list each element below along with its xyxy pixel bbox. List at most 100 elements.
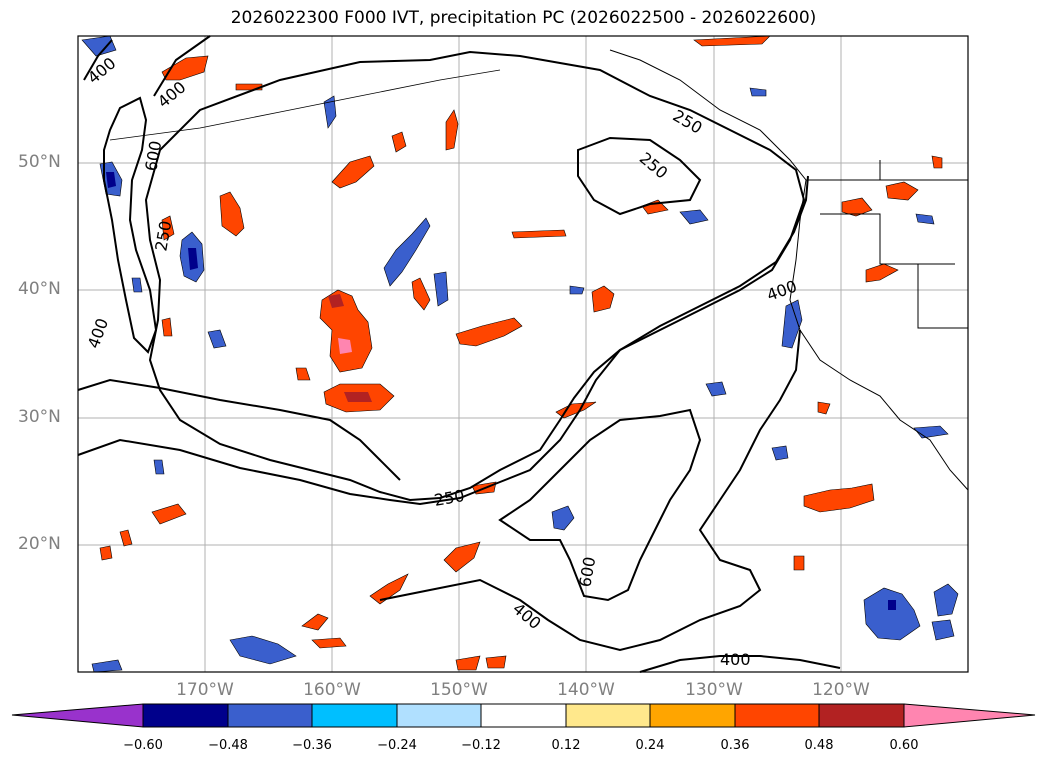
- contour-label: 400: [84, 316, 112, 351]
- contour-label: 400: [764, 276, 799, 304]
- colorbar-tick: −0.36: [292, 738, 332, 753]
- precip-pos-region: [319, 289, 373, 373]
- precip-pos-region: [803, 483, 875, 513]
- ivt-contour-400-se: [639, 655, 841, 673]
- colorbar-segment: [565, 703, 651, 728]
- precip-neg-region: [679, 209, 709, 225]
- precip-neg-region: [229, 635, 297, 665]
- precip-pos-region: [161, 55, 209, 81]
- precip-pos-region: [445, 109, 459, 151]
- colorbar-segment: [818, 703, 905, 728]
- colorbar-tick: −0.12: [461, 738, 501, 753]
- precip-neg-region: [433, 271, 449, 307]
- colorbar-segment: [480, 703, 567, 728]
- contour-label: 400: [509, 599, 545, 633]
- contour-label: 400: [84, 53, 120, 87]
- colorbar-segment: [396, 703, 482, 728]
- lon-label-130w: 130°W: [685, 680, 743, 700]
- ivt-contour-250-central: [144, 50, 806, 502]
- precip-neg-region: [323, 95, 337, 129]
- precip-neg-strong: [888, 600, 896, 610]
- lon-label-120w: 120°W: [812, 680, 870, 700]
- precip-pos-region: [485, 655, 507, 669]
- precip-pos-region: [295, 367, 311, 381]
- precip-pos-region: [411, 277, 431, 311]
- colorbar-extend-high: [903, 703, 1036, 728]
- ivt-contour-400-sw: [77, 378, 401, 481]
- colorbar: [11, 703, 1036, 728]
- precip-pos-region: [885, 181, 919, 201]
- colorbar-tick: 0.24: [635, 738, 665, 753]
- ivt-contour-400-north: [83, 39, 113, 81]
- precip-pos-region: [161, 317, 173, 337]
- precip-pos-region: [931, 155, 943, 169]
- precip-neg-region: [91, 659, 123, 673]
- colorbar-segment: [311, 703, 398, 728]
- ivt-contour-400-south: [379, 329, 801, 652]
- precip-neg-region: [383, 217, 431, 287]
- precip-neg-region: [207, 329, 227, 349]
- lat-label-30n: 30°N: [18, 407, 61, 427]
- precip-neg-region: [863, 587, 921, 641]
- precip-neg-region: [569, 285, 585, 295]
- precip-pos-region: [841, 197, 873, 217]
- lon-label-140w: 140°W: [557, 680, 615, 700]
- ivt-contour-600: [103, 96, 158, 354]
- precip-pos-region: [331, 155, 375, 189]
- contour-label: 600: [575, 555, 599, 588]
- ivt-contours: [77, 35, 841, 673]
- colorbar-segment: [649, 703, 736, 728]
- precip-neg-region: [771, 445, 789, 461]
- lon-label-160w: 160°W: [303, 680, 361, 700]
- contour-label: 600: [141, 139, 165, 172]
- precip-pos-region: [591, 285, 615, 313]
- lat-label-40n: 40°N: [18, 279, 61, 299]
- precip-pos-region: [161, 215, 175, 241]
- precip-neg-region: [933, 583, 959, 617]
- ivt-contour-400-north: [153, 35, 211, 97]
- colorbar-tick: 0.36: [720, 738, 750, 753]
- precip-pos-region: [455, 317, 523, 347]
- precip-neg-region: [131, 277, 143, 293]
- precip-pos-region: [693, 35, 771, 47]
- map-title: 2026022300 F000 IVT, precipitation PC (2…: [230, 8, 817, 28]
- precip-pos-region: [369, 573, 409, 605]
- colorbar-segment: [142, 703, 229, 728]
- precip-neg-region: [931, 619, 955, 641]
- precip-neg-region: [551, 505, 575, 531]
- ivt-contour-250-east: [577, 136, 702, 216]
- contour-label: 250: [151, 219, 175, 252]
- lat-label-50n: 50°N: [18, 152, 61, 172]
- lon-label-170w: 170°W: [176, 680, 234, 700]
- precip-neg-strong: [106, 172, 116, 188]
- precip-neg-region: [915, 213, 935, 225]
- colorbar-tick: −0.60: [123, 738, 163, 753]
- precip-pos-region: [455, 655, 481, 671]
- precip-pos-region: [391, 131, 407, 153]
- colorbar-extend-low: [11, 703, 144, 728]
- precip-neg-strong: [188, 248, 198, 270]
- contour-label: 250: [670, 106, 706, 138]
- precipitation-pc-field: [81, 35, 959, 673]
- precip-neg-region: [705, 381, 727, 397]
- contour-label: 250: [636, 148, 672, 182]
- precip-pos-region: [151, 503, 187, 525]
- precip-pos-region: [443, 541, 481, 573]
- coastline: [109, 49, 969, 491]
- contour-label: 400: [154, 77, 190, 111]
- lon-label-150w: 150°W: [430, 680, 488, 700]
- precip-pos-region: [793, 555, 805, 571]
- precip-pos-strong: [344, 392, 372, 402]
- contour-label: 400: [720, 650, 751, 669]
- colorbar-tick: 0.12: [551, 738, 581, 753]
- precip-pos-region: [511, 229, 567, 239]
- contour-labels: 400 400 600 250 400 250 250 400 250 600 …: [84, 53, 800, 669]
- ivt-contour-400-outer: [77, 175, 809, 506]
- precip-neg-region: [81, 35, 117, 57]
- precip-pos-region: [865, 263, 899, 283]
- precip-pos-region: [219, 191, 245, 237]
- colorbar-tick: −0.24: [377, 738, 417, 753]
- precip-pos-region: [99, 545, 113, 561]
- graticule: [78, 36, 968, 672]
